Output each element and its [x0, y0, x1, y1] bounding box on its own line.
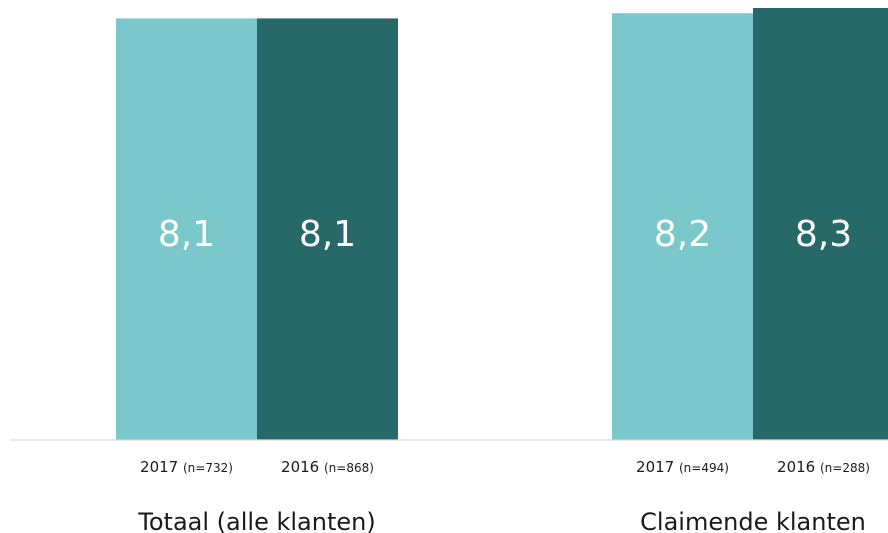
value-label-totaal-2016: 8,1	[299, 214, 356, 255]
tick-label-claimende-2016: 2016 (n=288)	[777, 458, 870, 476]
value-label-claimende-2017: 8,2	[654, 214, 711, 255]
tick-label-totaal-2017: 2017 (n=732)	[140, 458, 233, 476]
tick-year: 2017	[140, 458, 183, 476]
tick-sample-size: (n=494)	[679, 461, 729, 475]
bars-layer	[116, 8, 888, 441]
group-label-totaal: Totaal (alle klanten)	[137, 508, 375, 533]
bar-claimende-2016	[753, 8, 888, 440]
bar-totaal-2017	[116, 18, 257, 441]
tick-label-claimende-2017: 2017 (n=494)	[636, 458, 729, 476]
tick-year: 2017	[636, 458, 679, 476]
group-label-claimende: Claimende klanten	[640, 508, 866, 533]
tick-sample-size: (n=732)	[183, 461, 233, 475]
tick-label-totaal-2016: 2016 (n=868)	[281, 458, 374, 476]
labels-layer: 8,1 2017 (n=732) 8,1 2016 (n=868) Totaal (al…	[137, 214, 870, 533]
tick-year: 2016	[281, 458, 324, 476]
tick-year: 2016	[777, 458, 820, 476]
tick-sample-size: (n=868)	[324, 461, 374, 475]
tick-sample-size: (n=288)	[820, 461, 870, 475]
bar-claimende-2017	[612, 13, 753, 440]
value-label-claimende-2016: 8,3	[795, 214, 852, 255]
bar-totaal-2016	[257, 18, 398, 441]
value-label-totaal-2017: 8,1	[158, 214, 215, 255]
